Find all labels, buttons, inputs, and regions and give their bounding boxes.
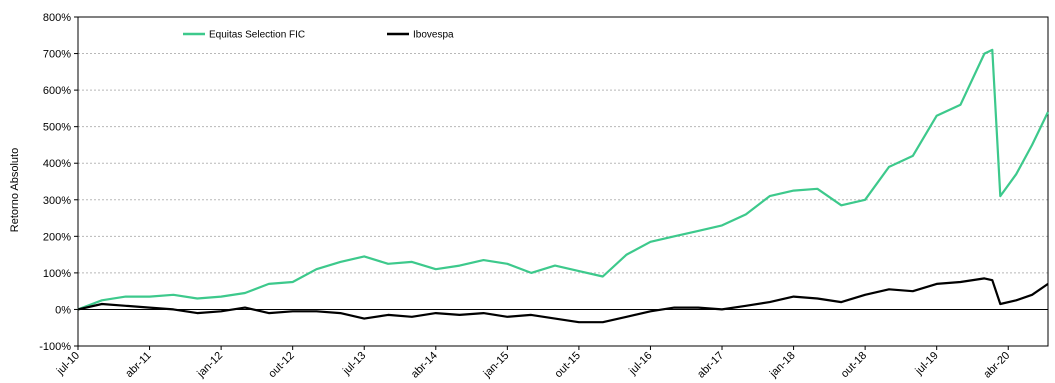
x-tick-label: out-18 [839, 350, 870, 381]
y-tick-label: 700% [43, 49, 71, 61]
series-line-equitas [77, 48, 1049, 311]
y-tick-label: 100% [43, 268, 71, 280]
y-tick-label: -100% [39, 341, 71, 353]
x-tick-label: jul-13 [340, 350, 368, 378]
y-axis-title: Retorno Absoluto [9, 148, 21, 232]
x-tick-label: out-12 [266, 350, 297, 381]
x-tick-label: abr-17 [695, 350, 726, 381]
y-tick-label: 300% [43, 195, 71, 207]
y-tick-label: 0% [55, 304, 71, 316]
legend: Equitas Selection FIC Ibovespa [183, 30, 454, 41]
y-tick-label: 600% [43, 85, 71, 97]
x-tick-label: out-15 [552, 350, 583, 381]
x-tick-label: jul-16 [626, 350, 654, 378]
x-tick-label: jan-18 [767, 350, 798, 381]
series-line-ibovespa [77, 277, 1049, 324]
x-tick-label: abr-20 [981, 350, 1012, 381]
y-tick-label: 500% [43, 122, 71, 134]
plot-area-frame [77, 16, 1049, 347]
x-tick-label: jan-15 [481, 350, 512, 381]
y-tick-label: 400% [43, 158, 71, 170]
x-tick-label: abr-14 [409, 350, 440, 381]
legend-label: Ibovespa [413, 30, 454, 41]
x-tick-label: abr-11 [123, 350, 153, 380]
series-lines [77, 48, 1049, 324]
grid-lines [78, 53, 1048, 274]
legend-label: Equitas Selection FIC [209, 30, 305, 41]
x-tick-label: jul-19 [913, 350, 941, 378]
y-tick-label: 200% [43, 231, 71, 243]
x-tick-label: jul-10 [54, 350, 82, 378]
y-tick-label: 800% [43, 12, 71, 24]
axes: -100% 0% 100% 200% 300% 400% 500% 600% 700% 800% j… [39, 12, 1049, 381]
x-tick-label: jan-12 [194, 350, 225, 381]
